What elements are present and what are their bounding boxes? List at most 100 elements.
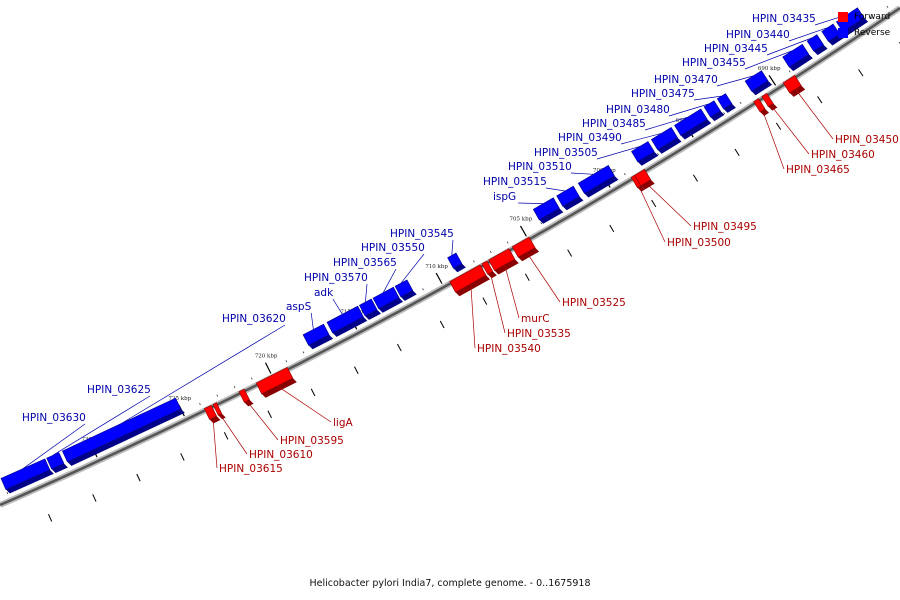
reverse-gene-aspS[interactable] bbox=[302, 323, 330, 346]
reverse-gene-HPIN_03570[interactable] bbox=[358, 298, 378, 317]
reverse-tick bbox=[609, 224, 615, 233]
reverse-tick bbox=[223, 432, 229, 440]
forward-gene-label: HPIN_03460 bbox=[811, 149, 875, 161]
minor-tick bbox=[723, 112, 725, 115]
reverse-gene-HPIN_03630[interactable] bbox=[0, 458, 51, 490]
reverse-gene-HPIN_03620-shadow bbox=[67, 408, 185, 466]
reverse-gene-label: HPIN_03475 bbox=[631, 88, 695, 100]
reverse-tick bbox=[267, 410, 272, 419]
reverse-swatch bbox=[838, 28, 848, 38]
genome-caption: Helicobacter pylori India7, complete gen… bbox=[309, 578, 591, 589]
forward-label-leader bbox=[795, 89, 834, 140]
reverse-gene-HPIN_03550[interactable] bbox=[394, 279, 414, 298]
reverse-tick bbox=[567, 249, 573, 257]
reverse-gene-HPIN_03455-shadow bbox=[789, 54, 813, 72]
forward-label-leader bbox=[470, 283, 476, 349]
reverse-gene-HPIN_03515[interactable] bbox=[556, 185, 580, 207]
minor-tick bbox=[251, 377, 253, 380]
reverse-gene-HPIN_03620[interactable] bbox=[62, 397, 182, 463]
reverse-gene-label: HPIN_03630 bbox=[22, 412, 86, 424]
reverse-tick bbox=[817, 96, 823, 104]
reverse-gene-aspS-shadow bbox=[308, 334, 334, 350]
forward-gene-label: ligA bbox=[333, 417, 353, 429]
reverse-gene-HPIN_03475-shadow bbox=[723, 103, 736, 113]
forward-gene-HPIN_03535[interactable] bbox=[481, 260, 494, 275]
reverse-gene-HPIN_03435[interactable] bbox=[835, 7, 865, 33]
reverse-gene-ispG[interactable] bbox=[532, 197, 560, 221]
reverse-tick bbox=[775, 122, 782, 130]
reverse-gene-label: HPIN_03505 bbox=[534, 147, 598, 159]
reverse-label-leader bbox=[332, 298, 343, 315]
reverse-gene-HPIN_03625[interactable] bbox=[46, 452, 65, 470]
forward-gene-murC-shadow bbox=[494, 259, 519, 275]
forward-gene-murC[interactable] bbox=[488, 248, 516, 271]
forward-gene-HPIN_03615[interactable] bbox=[203, 404, 217, 420]
reverse-gene-HPIN_03480[interactable] bbox=[703, 100, 721, 118]
reverse-label-leader bbox=[744, 50, 793, 70]
reverse-tick bbox=[136, 473, 141, 482]
reverse-tick bbox=[48, 514, 53, 522]
reverse-gene-HPIN_03440[interactable] bbox=[821, 23, 841, 42]
reverse-gene-label: HPIN_03620 bbox=[222, 313, 286, 325]
forward-label-leader bbox=[277, 385, 332, 423]
reverse-gene-label: ispG bbox=[493, 191, 516, 203]
forward-gene-HPIN_03450[interactable] bbox=[782, 74, 802, 94]
forward-gene-ligA[interactable] bbox=[255, 366, 294, 395]
reverse-label-leader bbox=[365, 283, 368, 303]
reverse-label-leader bbox=[788, 27, 828, 42]
forward-gene-HPIN_03525[interactable] bbox=[511, 236, 536, 258]
reverse-gene-HPIN_03455[interactable] bbox=[782, 43, 810, 68]
minor-tick bbox=[870, 16, 873, 19]
reverse-label-leader bbox=[596, 146, 640, 160]
reverse-tick bbox=[858, 69, 864, 77]
reverse-gene-label: HPIN_03445 bbox=[704, 43, 768, 55]
reverse-label-leader bbox=[716, 75, 754, 87]
reverse-gene-HPIN_03550-shadow bbox=[400, 290, 417, 301]
reverse-gene-HPIN_03485-shadow bbox=[680, 119, 712, 140]
reverse-gene-label: HPIN_03480 bbox=[606, 104, 670, 116]
reverse-gene-adk[interactable] bbox=[326, 305, 364, 334]
reverse-gene-HPIN_03545[interactable] bbox=[447, 252, 463, 269]
reverse-label-leader bbox=[400, 253, 425, 284]
forward-gene-HPIN_03615-shadow bbox=[209, 416, 221, 424]
reverse-gene-HPIN_03470[interactable] bbox=[744, 70, 769, 92]
reverse-label-leader bbox=[451, 239, 454, 256]
forward-gene-HPIN_03610[interactable] bbox=[212, 402, 223, 416]
reverse-tick bbox=[397, 343, 402, 352]
gene-labels: HPIN_03435 HPIN_03440 HPIN_03445 HPIN_03455… bbox=[22, 13, 899, 475]
reverse-tick bbox=[651, 199, 657, 208]
reverse-label-leader bbox=[570, 172, 594, 175]
forward-gene-HPIN_03540[interactable] bbox=[449, 264, 487, 293]
forward-gene-HPIN_03595[interactable] bbox=[238, 388, 250, 403]
reverse-gene-HPIN_03545-shadow bbox=[453, 263, 466, 273]
reverse-gene-HPIN_03485[interactable] bbox=[674, 108, 708, 136]
reverse-gene-label: HPIN_03455 bbox=[682, 57, 746, 69]
forward-label-leader bbox=[246, 400, 279, 441]
forward-gene-HPIN_03540-shadow bbox=[455, 275, 490, 297]
minor-tick bbox=[506, 241, 509, 244]
reverse-gene-HPIN_03565[interactable] bbox=[372, 286, 400, 310]
reverse-gene-HPIN_03475[interactable] bbox=[716, 93, 733, 110]
reverse-gene-HPIN_03505[interactable] bbox=[631, 141, 655, 163]
major-tick bbox=[519, 225, 527, 237]
forward-gene-HPIN_03500[interactable] bbox=[630, 174, 642, 189]
reverse-gene-HPIN_03510[interactable] bbox=[577, 164, 615, 194]
forward-gene-HPIN_03465[interactable] bbox=[753, 98, 766, 113]
reverse-gene-HPIN_03490[interactable] bbox=[650, 126, 678, 151]
reverse-gene-HPIN_03570-shadow bbox=[365, 309, 381, 320]
tick-label: 705 kbp bbox=[510, 217, 533, 223]
reverse-gene-label: HPIN_03440 bbox=[726, 29, 790, 41]
minor-tick bbox=[302, 351, 305, 354]
reverse-tick bbox=[692, 174, 699, 182]
reverse-label-leader bbox=[52, 395, 151, 456]
reverse-tick bbox=[354, 366, 359, 374]
reverse-label-leader bbox=[22, 423, 86, 469]
forward-label-leader bbox=[770, 104, 810, 155]
forward-gene-HPIN_03460[interactable] bbox=[761, 92, 774, 108]
forward-gene-label: HPIN_03450 bbox=[835, 134, 899, 146]
forward-gene-label: HPIN_03540 bbox=[477, 343, 541, 355]
reverse-gene-HPIN_03445[interactable] bbox=[806, 34, 824, 52]
reverse-tick bbox=[482, 297, 488, 305]
reverse-gene-label: HPIN_03435 bbox=[752, 13, 816, 25]
